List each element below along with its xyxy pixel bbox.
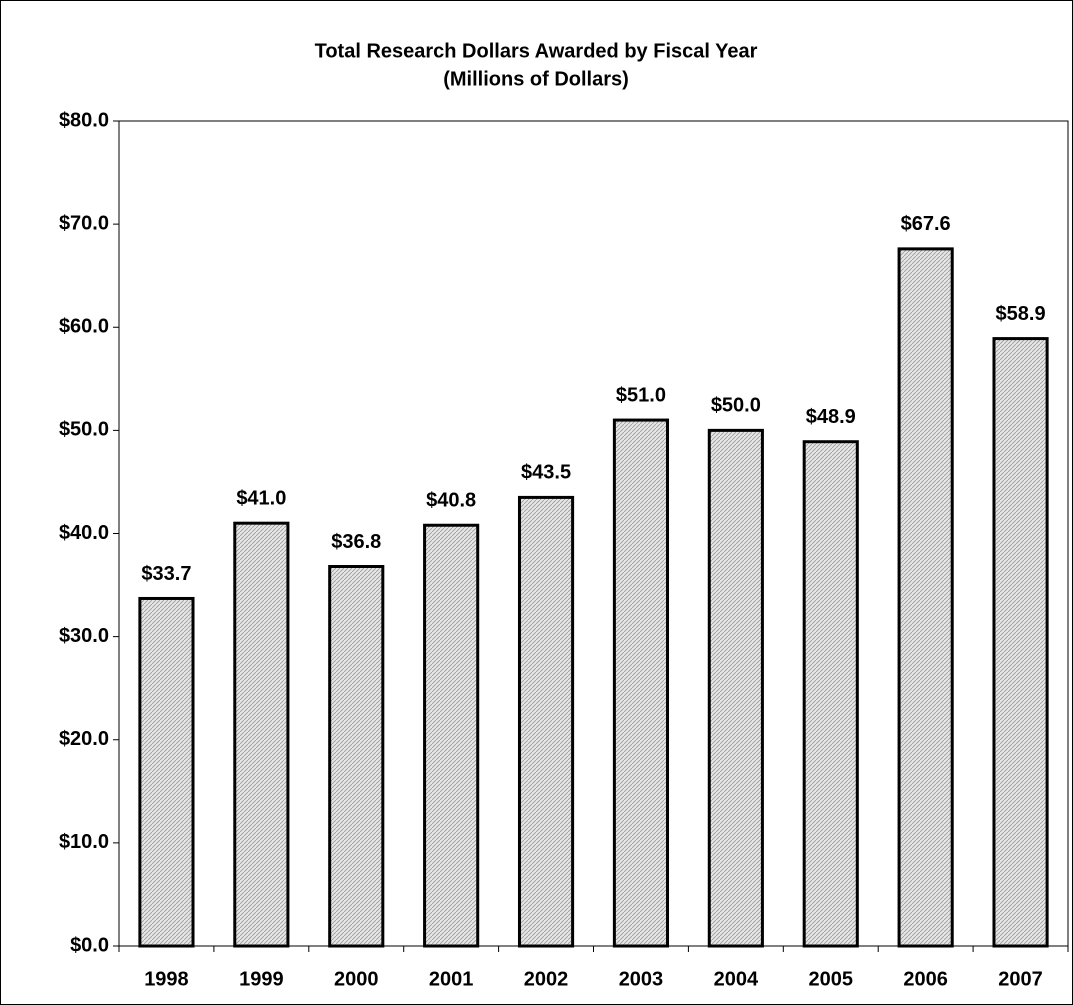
bar [233, 521, 290, 948]
bar [707, 428, 764, 948]
x-tick-label: 2002 [524, 968, 569, 990]
x-tick-label: 1998 [144, 968, 189, 990]
y-tick-label: $30.0 [59, 625, 109, 647]
data-label: $48.9 [806, 406, 856, 428]
x-tick-label: 2006 [903, 968, 948, 990]
x-tick-label: 1999 [239, 968, 284, 990]
bar [612, 418, 670, 948]
data-label: $51.0 [616, 384, 666, 406]
data-label: $36.8 [331, 531, 381, 553]
chart-title: Total Research Dollars Awarded by Fiscal… [315, 40, 758, 62]
x-tick-label: 2003 [619, 968, 664, 990]
y-tick-label: $0.0 [70, 934, 109, 956]
x-tick-label: 2005 [809, 968, 854, 990]
bar [802, 440, 859, 948]
bar [992, 337, 1049, 948]
data-label: $67.6 [901, 213, 951, 235]
bar [517, 495, 575, 948]
y-tick-label: $80.0 [59, 109, 109, 131]
y-tick-label: $60.0 [59, 316, 109, 338]
y-tick-label: $40.0 [59, 522, 109, 544]
y-tick-label: $20.0 [59, 728, 109, 750]
bar [328, 565, 385, 948]
data-label: $40.8 [426, 490, 476, 512]
data-label: $43.5 [521, 462, 571, 484]
data-label: $33.7 [141, 563, 191, 585]
x-tick-label: 2001 [429, 968, 474, 990]
y-tick-label: $10.0 [59, 831, 109, 853]
y-tick-label: $50.0 [59, 419, 109, 441]
x-tick-label: 2000 [334, 968, 379, 990]
chart-subtitle: (Millions of Dollars) [443, 68, 629, 90]
data-label: $41.0 [236, 487, 286, 509]
x-tick-label: 2007 [998, 968, 1043, 990]
bar [897, 247, 954, 948]
data-label: $50.0 [711, 395, 761, 417]
bar [138, 596, 195, 948]
data-label: $58.9 [996, 303, 1046, 325]
x-tick-label: 2004 [714, 968, 759, 990]
y-tick-label: $70.0 [59, 212, 109, 234]
bar [423, 523, 480, 948]
